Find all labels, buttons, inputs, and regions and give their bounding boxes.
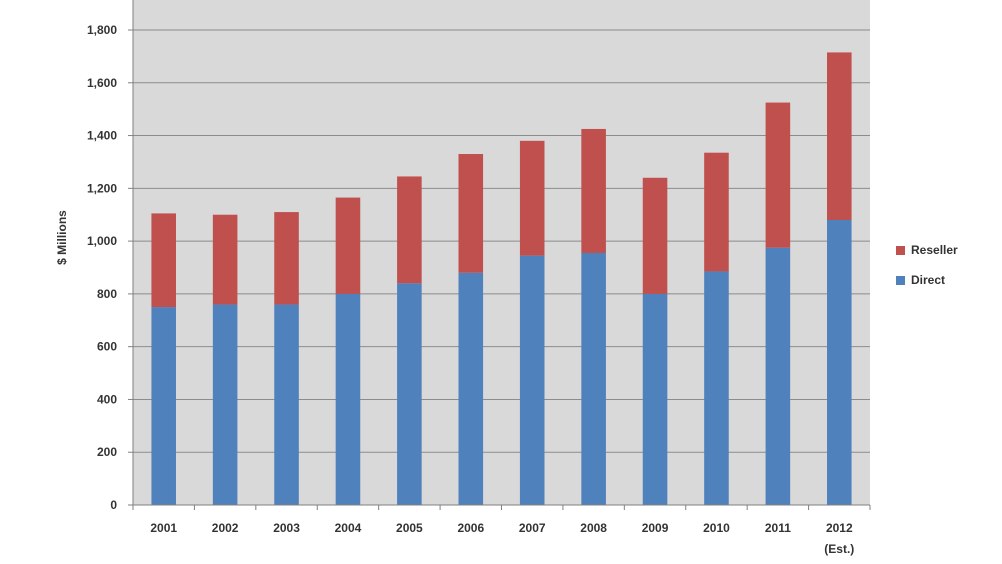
bar-reseller-2010	[704, 152, 729, 272]
bar-direct-2001	[151, 307, 176, 505]
bar-direct-2004	[335, 293, 361, 505]
bar-reseller-2011	[765, 102, 791, 248]
bar-direct-2006	[458, 272, 484, 505]
x-tick-label: 2005	[396, 521, 423, 535]
bar-direct-2005	[397, 283, 422, 505]
bar-reseller-2005	[397, 176, 422, 284]
y-tick-label: 1,000	[87, 234, 117, 248]
bar-direct-2010	[704, 271, 729, 505]
y-tick-label: 1,200	[87, 181, 117, 195]
bar-direct-2011	[765, 247, 791, 506]
bar-direct-2012	[827, 220, 852, 505]
bar-direct-2008	[581, 252, 606, 505]
bar-reseller-2012	[827, 52, 852, 220]
axes: 0 200 400 600 800 1,000 1,200 1,400 1,600 1,800 20…	[87, 0, 871, 556]
x-tick-label: 2009	[642, 521, 669, 535]
legend-label-reseller: Reseller	[911, 243, 958, 257]
y-tick-label: 400	[97, 392, 117, 406]
bar-reseller-2009	[642, 177, 668, 294]
y-tick-label: 1,600	[87, 76, 117, 90]
bars	[151, 52, 852, 506]
bar-reseller-2008	[581, 128, 606, 253]
x-tick-label: 2006	[457, 521, 484, 535]
gridlines	[133, 29, 870, 453]
bar-reseller-2001	[151, 213, 176, 308]
bar-reseller-2006	[458, 154, 484, 273]
legend-item-direct: Direct	[896, 270, 958, 290]
bar-direct-2009	[642, 293, 668, 505]
y-tick-label: 1,800	[87, 23, 117, 37]
bar-reseller-2007	[519, 140, 545, 256]
x-tick-label: 2007	[519, 521, 546, 535]
x-tick-label: 2011	[765, 521, 791, 535]
x-tick-label: 2002	[212, 521, 239, 535]
x-tick-label: 2001	[150, 521, 177, 535]
y-tick-label: 0	[110, 498, 117, 512]
x-tick-label: 2008	[580, 521, 607, 535]
y-tick-label: 200	[97, 445, 117, 459]
bar-reseller-2002	[212, 214, 238, 305]
bar-direct-2003	[274, 304, 299, 505]
y-axis-title: $ Millions	[55, 210, 69, 265]
y-tick-label: 800	[97, 287, 117, 301]
x-tick-label: 2004	[335, 521, 362, 535]
y-tick-label: 600	[97, 340, 117, 354]
x-tick-sublabel: (Est.)	[824, 542, 854, 556]
x-tick-label: 2010	[703, 521, 730, 535]
legend-item-reseller: Reseller	[896, 240, 958, 260]
bar-reseller-2004	[335, 197, 361, 294]
plot-area	[133, 0, 870, 505]
y-tick-label: 1,400	[87, 129, 117, 143]
legend: Reseller Direct	[896, 240, 958, 300]
legend-swatch-direct	[896, 275, 905, 285]
legend-label-direct: Direct	[911, 273, 946, 287]
bar-direct-2007	[519, 255, 545, 505]
bar-direct-2002	[212, 304, 238, 505]
legend-swatch-reseller	[896, 245, 905, 255]
bar-reseller-2003	[274, 212, 299, 305]
x-tick-label: 2012	[826, 521, 853, 535]
x-tick-label: 2003	[273, 521, 300, 535]
